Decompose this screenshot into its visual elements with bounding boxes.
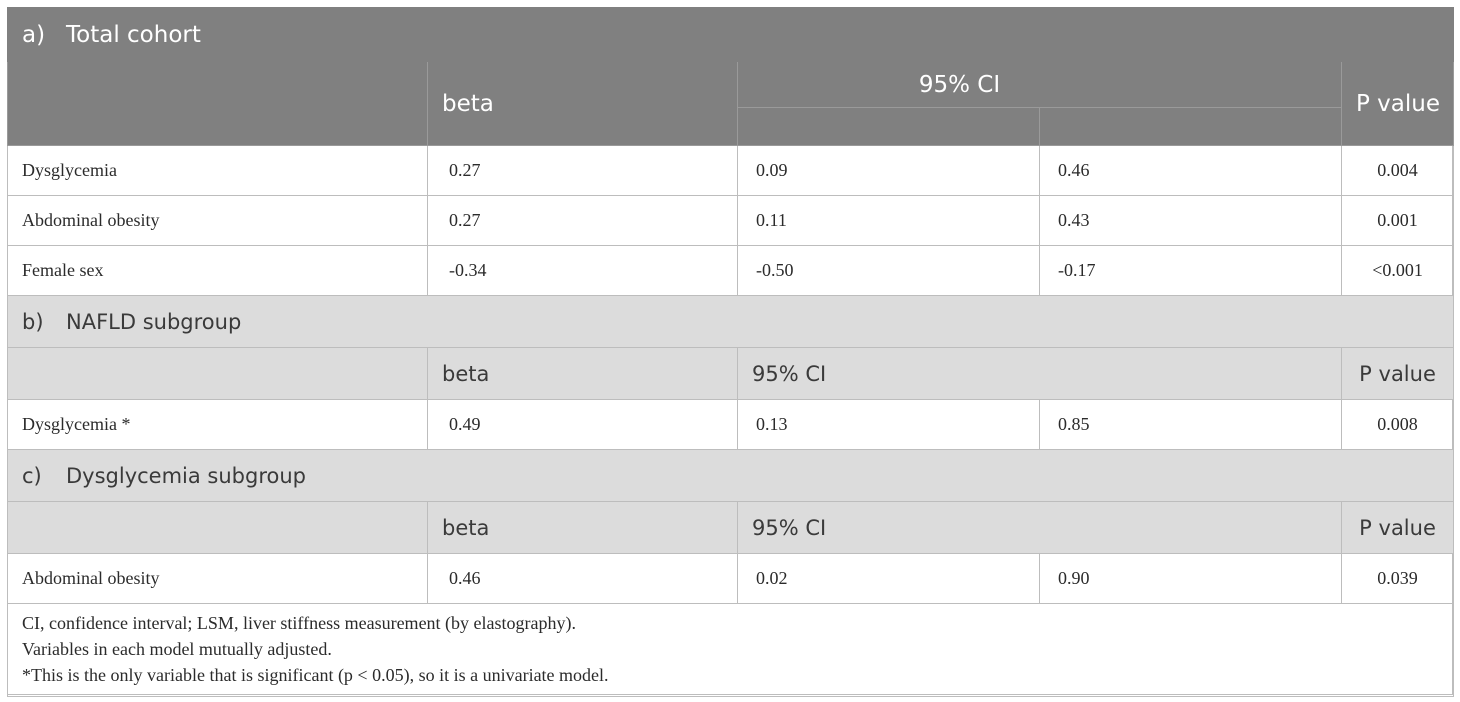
table-notes-row: CI, confidence interval; LSM, liver stif… [6,603,1455,697]
regression-table: a) Total cohort beta 95% CI P value Dysgl… [6,7,1455,697]
section-a-title-row: a) Total cohort [6,7,1455,62]
ci-high-cell: 0.43 [1039,195,1342,246]
section-a-header-beta: beta [427,61,738,146]
p-value-cell: 0.008 [1340,399,1455,450]
beta-cell: 0.27 [427,195,738,246]
section-a-header-ci-low [737,107,1040,146]
section-b-header-variable [7,347,428,400]
ci-low-cell: 0.02 [737,553,1040,604]
table-row: Female sex -0.34 -0.50 -0.17 <0.001 [7,245,1455,296]
p-value-cell: 0.039 [1340,553,1455,604]
section-b-header-beta: beta [427,347,738,400]
section-a-header-row-1: beta 95% CI P value [7,61,1455,146]
ci-high-cell: -0.17 [1039,245,1342,296]
p-value-cell: <0.001 [1340,245,1455,296]
table-row: Dysglycemia * 0.49 0.13 0.85 0.008 [7,399,1455,450]
section-c-header-variable [7,501,428,554]
section-b-title: b) NAFLD subgroup [6,295,1455,348]
table-notes: CI, confidence interval; LSM, liver stif… [6,603,1455,697]
beta-cell: 0.46 [427,553,738,604]
beta-cell: 0.27 [427,145,738,196]
variable-cell: Dysglycemia * [7,399,428,450]
section-b-title-row: b) NAFLD subgroup [6,295,1455,348]
section-b-number: b) [22,309,44,334]
section-c-header-p: P value [1340,501,1455,554]
beta-cell: -0.34 [427,245,738,296]
section-a-header-ci-high [1039,107,1342,146]
section-c-header-ci: 95% CI [737,501,1342,554]
ci-low-cell: -0.50 [737,245,1040,296]
note-line: *This is the only variable that is signi… [22,665,609,685]
table-row: Abdominal obesity 0.46 0.02 0.90 0.039 [7,553,1455,604]
ci-low-cell: 0.09 [737,145,1040,196]
variable-cell: Abdominal obesity [7,553,428,604]
table-row: Dysglycemia 0.27 0.09 0.46 0.004 [7,145,1455,196]
p-value-cell: 0.001 [1340,195,1455,246]
variable-cell: Female sex [7,245,428,296]
ci-high-cell: 0.90 [1039,553,1342,604]
beta-cell: 0.49 [427,399,738,450]
variable-cell: Abdominal obesity [7,195,428,246]
ci-low-cell: 0.13 [737,399,1040,450]
variable-cell: Dysglycemia [7,145,428,196]
section-a-number: a) [22,21,46,48]
section-c-header-row: beta 95% CI P value [7,501,1455,554]
note-line: CI, confidence interval; LSM, liver stif… [22,613,577,633]
note-line: Variables in each model mutually adjuste… [22,639,332,659]
section-c-title-row: c) Dysglycemia subgroup [6,449,1455,502]
ci-low-cell: 0.11 [737,195,1040,246]
section-b-header-ci: 95% CI [737,347,1342,400]
ci-high-cell: 0.46 [1039,145,1342,196]
section-a-header-p: P value [1340,61,1455,146]
section-b-label: NAFLD subgroup [66,309,242,334]
ci-high-cell: 0.85 [1039,399,1342,450]
section-c-header-beta: beta [427,501,738,554]
p-value-cell: 0.004 [1340,145,1455,196]
section-a-header-ci: 95% CI [737,61,1342,108]
table-row: Abdominal obesity 0.27 0.11 0.43 0.001 [7,195,1455,246]
section-b-header-row: beta 95% CI P value [7,347,1455,400]
section-a-title: a) Total cohort [6,7,1455,62]
section-a-header-variable [7,61,428,146]
section-b-header-p: P value [1340,347,1455,400]
section-a-label: Total cohort [66,21,201,48]
section-c-title: c) Dysglycemia subgroup [6,449,1455,502]
results-table-container: a) Total cohort beta 95% CI P value Dysgl… [6,7,1455,697]
section-c-label: Dysglycemia subgroup [66,463,307,488]
section-c-number: c) [22,463,42,488]
